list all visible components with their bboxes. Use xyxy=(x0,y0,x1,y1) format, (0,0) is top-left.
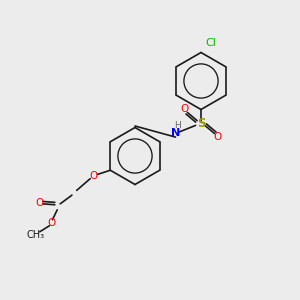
Text: CH₃: CH₃ xyxy=(26,230,44,240)
Text: N: N xyxy=(171,128,180,139)
Text: S: S xyxy=(197,116,205,130)
Text: O: O xyxy=(180,104,189,115)
Text: O: O xyxy=(213,131,222,142)
Text: O: O xyxy=(35,198,43,208)
Text: Cl: Cl xyxy=(206,38,216,48)
Text: O: O xyxy=(48,218,56,228)
Text: O: O xyxy=(90,171,98,181)
Text: H: H xyxy=(174,121,181,130)
